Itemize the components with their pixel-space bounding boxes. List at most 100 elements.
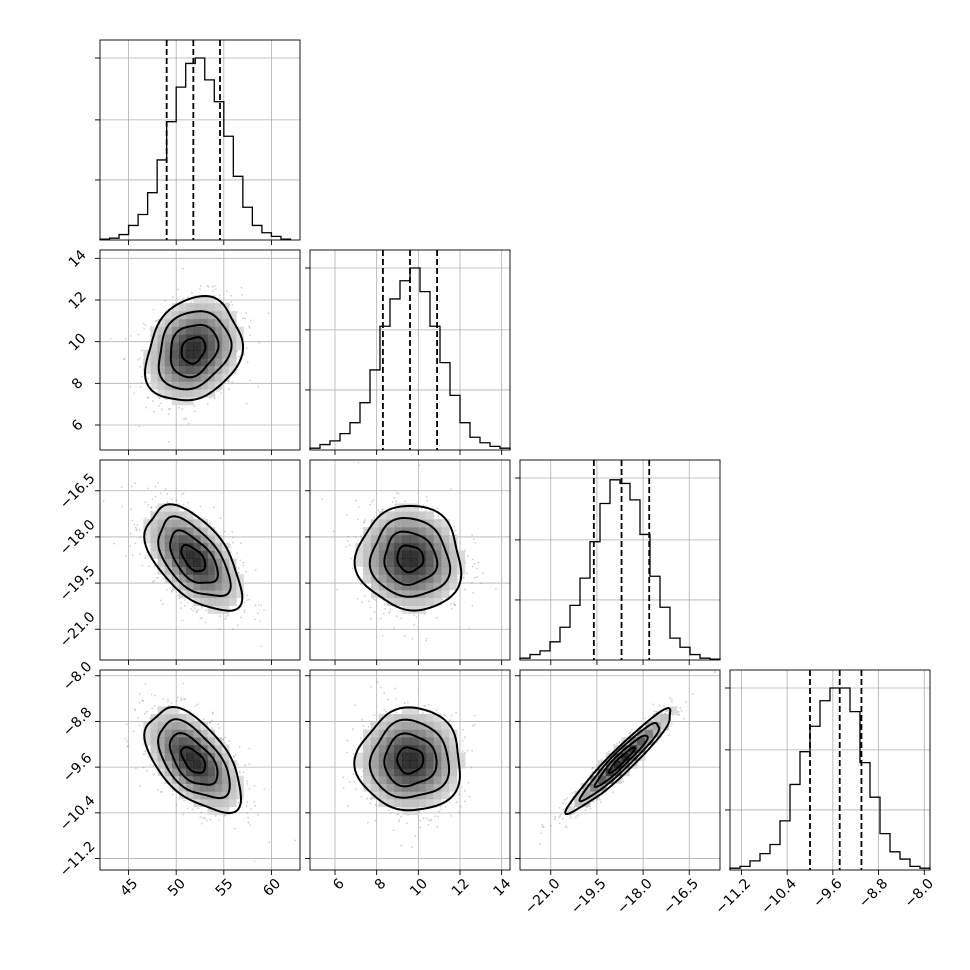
scatter-point — [476, 576, 478, 579]
scatter-point — [168, 704, 171, 707]
scatter-point — [150, 693, 153, 696]
density-cell — [370, 527, 380, 536]
density-cell — [200, 326, 209, 335]
scatter-point — [367, 725, 370, 728]
density-cell — [150, 729, 159, 738]
density-cell — [207, 737, 216, 746]
scatter-point — [151, 498, 154, 501]
scatter-point — [121, 505, 123, 508]
scatter-point — [167, 413, 170, 416]
scatter-point — [194, 704, 197, 707]
density-cell — [200, 574, 209, 583]
scatter-point — [462, 577, 465, 579]
scatter-point — [138, 701, 141, 704]
density-cell — [171, 737, 180, 746]
scatter-point — [239, 616, 242, 619]
scatter-point — [254, 618, 257, 621]
density-cell — [164, 326, 173, 335]
density-cell — [150, 334, 159, 343]
density-cell — [386, 589, 395, 599]
density-cell — [378, 566, 388, 575]
density-cell — [179, 326, 187, 335]
scatter-point — [249, 824, 252, 826]
scatter-point — [147, 397, 150, 399]
scatter-point — [123, 358, 125, 361]
scatter-point — [229, 546, 232, 548]
scatter-point — [253, 800, 256, 803]
contour-level-0 — [180, 543, 207, 573]
scatter-point — [452, 602, 455, 605]
scatter-point — [424, 704, 427, 707]
scatter-point — [381, 508, 384, 511]
scatter-point — [240, 286, 243, 289]
scatter-point — [227, 614, 230, 616]
density-cell — [214, 318, 223, 328]
scatter-point — [374, 819, 377, 822]
scatter-point — [224, 530, 226, 533]
scatter-point — [142, 766, 145, 769]
density-cell — [449, 550, 458, 559]
scatter-point — [183, 698, 185, 701]
scatter-point — [240, 542, 242, 545]
density-cell — [193, 342, 201, 351]
density-cell — [449, 534, 458, 544]
density-cell — [207, 775, 216, 784]
scatter-point — [243, 611, 246, 613]
scatter-point — [387, 698, 389, 701]
histogram-step-line — [519, 479, 721, 660]
scatter-point — [259, 620, 261, 623]
scatter-point — [200, 811, 203, 814]
density-cell — [221, 574, 230, 583]
scatter-point — [369, 617, 372, 620]
density-cell — [179, 334, 187, 343]
scatter-point — [356, 597, 359, 600]
scatter-point — [472, 591, 475, 594]
density-cell — [171, 752, 180, 761]
density-cell — [433, 534, 442, 544]
scatter-point — [352, 728, 354, 731]
density-cell — [164, 760, 173, 769]
density-cell — [433, 550, 442, 559]
density-cell — [221, 597, 230, 606]
scatter-point — [294, 839, 297, 842]
scatter-point — [220, 392, 223, 394]
density-cell — [164, 519, 173, 528]
scatter-point — [146, 769, 148, 772]
density-cell — [200, 597, 209, 606]
scatter-point — [191, 808, 194, 811]
density-cell — [200, 534, 209, 544]
panel-frame — [99, 459, 301, 661]
scatter-point — [243, 609, 246, 611]
scatter-point — [418, 464, 421, 467]
density-cell — [179, 775, 187, 784]
density-cell — [229, 798, 237, 808]
density-cell — [171, 534, 180, 544]
scatter-point — [219, 615, 222, 618]
scatter-point — [396, 813, 399, 815]
density-cell — [200, 582, 209, 591]
panel-frame — [309, 249, 511, 451]
scatter-point — [246, 780, 249, 783]
scatter-point — [223, 815, 226, 817]
density-cell — [150, 752, 159, 761]
density-cell — [150, 342, 159, 351]
scatter-point — [142, 322, 145, 325]
scatter-point — [471, 604, 474, 607]
scatter-point — [459, 542, 461, 544]
density-cell — [179, 760, 187, 769]
density-cell — [193, 519, 201, 528]
density-cell — [214, 373, 223, 382]
scatter-point — [164, 488, 167, 490]
scatter-point — [470, 766, 473, 769]
density-cell — [456, 558, 466, 567]
scatter-point — [204, 622, 207, 624]
density-cell — [449, 574, 458, 583]
density-cell — [164, 775, 173, 784]
density-cell — [193, 791, 201, 800]
histogram-step-line — [99, 57, 292, 240]
density-cell — [410, 597, 419, 606]
scatter-point — [370, 685, 373, 688]
density-cell — [186, 326, 194, 335]
scatter-point — [133, 523, 136, 526]
scatter-point — [263, 609, 265, 611]
